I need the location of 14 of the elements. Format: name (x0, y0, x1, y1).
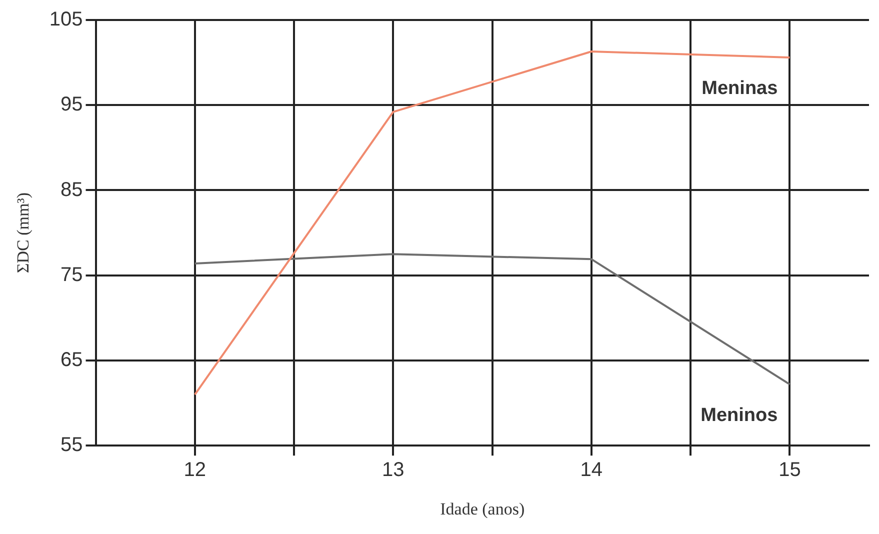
x-tick-label: 13 (382, 459, 404, 482)
x-axis-title: Idade (anos) (440, 499, 525, 518)
y-tick-label: 85 (60, 178, 83, 201)
y-tick-label: 105 (49, 8, 83, 31)
y-tick-label: 95 (60, 94, 83, 116)
y-tick-label: 75 (60, 264, 83, 286)
series-label: Meninas (702, 78, 778, 100)
y-tick-label: 65 (60, 348, 83, 371)
x-tick-label: 15 (778, 459, 801, 482)
x-tick-label: 12 (184, 459, 206, 482)
x-tick-label: 14 (580, 459, 603, 482)
series-label: Meninos (700, 405, 778, 426)
y-axis-title: ΣDC (mm³) (14, 192, 33, 274)
y-tick-label: 55 (60, 434, 83, 456)
